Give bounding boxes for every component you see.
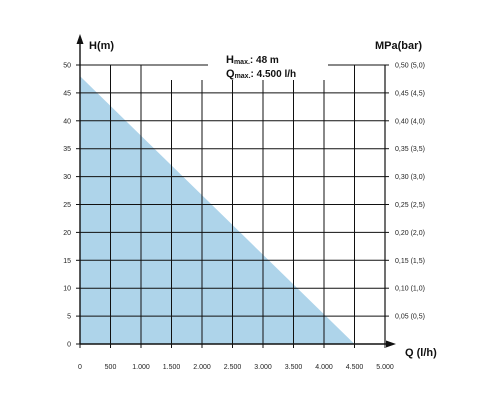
performance-area-0 bbox=[80, 76, 355, 344]
y-axis-arrow bbox=[76, 34, 84, 44]
qmax-sub: max. bbox=[235, 73, 251, 80]
hmax-main: H bbox=[226, 54, 234, 66]
x-tick-label-1: 500 bbox=[105, 364, 117, 371]
y2-tick-label-3: 0,20 (2,0) bbox=[395, 230, 425, 237]
hmax-sub: max. bbox=[234, 59, 250, 66]
y-tick-label-0: 0 bbox=[67, 342, 71, 349]
x-tick-label-7: 3.500 bbox=[285, 364, 303, 371]
y2-tick-label-8: 0,45 (4,5) bbox=[395, 90, 425, 97]
y-tick-label-3: 15 bbox=[63, 258, 71, 265]
qmax-main: Q bbox=[226, 68, 235, 80]
y-tick-label-2: 10 bbox=[63, 286, 71, 293]
y2-tick-label-5: 0,30 (3,0) bbox=[395, 174, 425, 181]
x-tick-label-3: 1.500 bbox=[163, 364, 181, 371]
y2-tick-label-7: 0,40 (4,0) bbox=[395, 118, 425, 125]
y-axis-label: H(m) bbox=[89, 40, 114, 52]
x-tick-label-8: 4.000 bbox=[315, 364, 333, 371]
x-axis-label: Q (l/h) bbox=[405, 347, 437, 359]
y2-tick-label-0: 0,05 (0,5) bbox=[395, 314, 425, 321]
annotation-background bbox=[208, 52, 328, 80]
x-tick-label-4: 2.000 bbox=[193, 364, 211, 371]
y2-tick-label-4: 0,25 (2,5) bbox=[395, 202, 425, 209]
x-tick-label-10: 5.000 bbox=[376, 364, 394, 371]
x-tick-label-6: 3.000 bbox=[254, 364, 272, 371]
y-tick-label-6: 30 bbox=[63, 174, 71, 181]
y2-tick-label-9: 0,50 (5,0) bbox=[395, 63, 425, 70]
y-tick-label-7: 35 bbox=[63, 146, 71, 153]
y-tick-label-8: 40 bbox=[63, 118, 71, 125]
hmax-value: : 48 m bbox=[250, 55, 279, 66]
x-tick-label-9: 4.500 bbox=[346, 364, 364, 371]
y2-tick-label-6: 0,35 (3,5) bbox=[395, 146, 425, 153]
x-axis-arrow bbox=[386, 340, 396, 348]
y-tick-label-4: 20 bbox=[63, 230, 71, 237]
y2-tick-label-2: 0,15 (1,5) bbox=[395, 258, 425, 265]
x-tick-label-0: 0 bbox=[78, 364, 82, 371]
x-tick-label-2: 1.000 bbox=[132, 364, 150, 371]
y-tick-label-1: 5 bbox=[67, 314, 71, 321]
y-tick-label-10: 50 bbox=[63, 63, 71, 70]
qmax-annotation: Qmax.: 4.500 l/h bbox=[226, 68, 296, 80]
x-tick-label-5: 2.500 bbox=[224, 364, 242, 371]
y2-axis-label: MPa(bar) bbox=[375, 40, 422, 52]
hmax-annotation: Hmax.: 48 m bbox=[226, 54, 279, 66]
qmax-value: : 4.500 l/h bbox=[251, 69, 297, 80]
y-tick-label-5: 25 bbox=[63, 202, 71, 209]
y2-tick-label-1: 0,10 (1,0) bbox=[395, 286, 425, 293]
y-tick-label-9: 45 bbox=[63, 90, 71, 97]
